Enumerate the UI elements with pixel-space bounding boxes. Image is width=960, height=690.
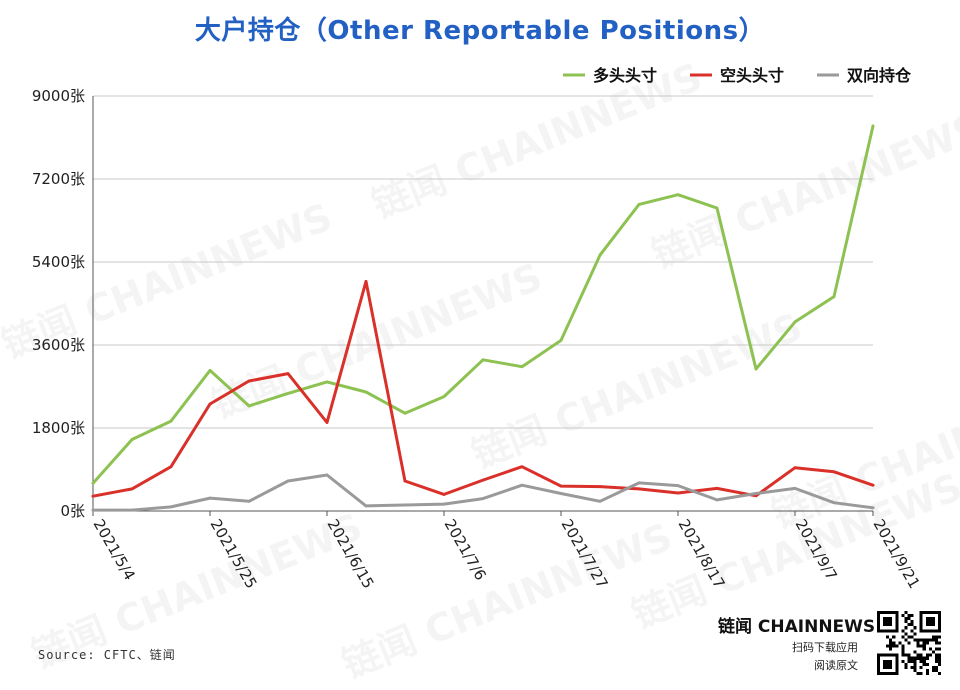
data-point: [169, 465, 173, 469]
data-point: [130, 508, 134, 512]
source-note: Source: CFTC、链闻: [38, 648, 176, 662]
data-point: [442, 493, 446, 496]
data-point: [754, 492, 758, 495]
y-tick-label: 3600张: [32, 336, 85, 354]
data-point: [91, 494, 95, 498]
data-point: [559, 338, 563, 342]
data-point: [91, 481, 95, 485]
legend-item-long: 多头头寸: [563, 66, 657, 85]
x-tick-label: 2021/8/17: [675, 516, 729, 592]
data-point: [247, 499, 251, 503]
data-point: [676, 484, 680, 488]
data-point: [793, 320, 797, 324]
legend-label: 空头头寸: [720, 66, 784, 85]
data-point: [871, 483, 875, 487]
data-point: [403, 479, 407, 483]
y-tick-label: 9000张: [32, 87, 85, 105]
data-point: [169, 505, 173, 509]
data-point: [364, 504, 368, 508]
y-tick-label: 5400张: [32, 253, 85, 271]
data-point: [403, 503, 407, 507]
data-point: [325, 473, 329, 477]
series-line-short: [91, 279, 875, 498]
x-tick-label: 2021/5/25: [207, 516, 261, 592]
data-point: [637, 487, 641, 491]
x-tick-label: 2021/5/4: [90, 516, 139, 583]
data-point: [364, 390, 368, 394]
series-line-long: [91, 124, 875, 485]
data-point: [832, 295, 836, 298]
data-point: [130, 438, 134, 441]
data-point: [598, 253, 602, 257]
y-tick-label: 7200张: [32, 170, 85, 188]
legend-item-spread: 双向持仓: [817, 66, 912, 85]
legend-label: 多头头寸: [593, 66, 657, 85]
data-point: [520, 365, 524, 369]
data-point: [832, 501, 836, 505]
data-point: [598, 499, 602, 503]
data-point: [676, 491, 680, 495]
data-point: [130, 487, 134, 491]
data-point: [793, 487, 797, 490]
data-point: [208, 496, 212, 500]
data-point: [325, 380, 329, 384]
brand-read-text: 阅读原文: [814, 659, 858, 672]
data-point: [598, 485, 602, 488]
data-point: [832, 470, 836, 474]
brand-download-text: 扫码下载应用: [792, 641, 858, 654]
y-tick-label: 1800张: [32, 419, 85, 437]
data-point: [871, 124, 875, 128]
data-point: [520, 465, 524, 469]
brand-name: 链闻 CHAINNEWS: [718, 617, 876, 637]
data-point: [559, 484, 563, 488]
data-point: [793, 466, 797, 470]
legend-item-short: 空头头寸: [690, 66, 784, 85]
data-point: [715, 206, 719, 210]
x-tick-label: 2021/9/7: [792, 516, 841, 583]
data-point: [208, 368, 212, 372]
data-point: [442, 395, 446, 399]
data-point: [247, 379, 251, 383]
data-point: [754, 367, 758, 371]
data-point: [715, 498, 719, 502]
data-point: [637, 481, 641, 485]
data-point: [286, 479, 290, 483]
data-point: [247, 404, 251, 408]
data-point: [676, 193, 680, 197]
legend-label: 双向持仓: [847, 66, 912, 85]
y-tick-label: 0张: [60, 502, 85, 520]
x-tick-label: 2021/6/15: [324, 516, 378, 592]
data-point: [559, 492, 563, 495]
x-tick-label: 2021/7/27: [558, 516, 612, 592]
data-point: [442, 502, 446, 506]
chart-title: 大户持仓（Other Reportable Positions）: [194, 16, 766, 46]
data-point: [403, 411, 407, 415]
data-point: [520, 483, 524, 487]
x-tick-label: 2021/7/6: [441, 516, 490, 583]
data-point: [364, 279, 368, 283]
data-point: [208, 402, 212, 406]
data-point: [481, 497, 485, 500]
qr-code-icon[interactable]: [877, 611, 941, 675]
brand-block: 链闻 CHAINNEWS 扫码下载应用 阅读原文: [718, 612, 876, 673]
x-tick-label: 2021/9/21: [870, 516, 924, 592]
data-point: [715, 487, 719, 490]
data-point: [481, 478, 485, 482]
data-point: [871, 506, 875, 510]
data-point: [481, 358, 485, 362]
data-point: [286, 392, 290, 395]
data-point: [325, 421, 329, 424]
data-point: [286, 372, 290, 375]
data-point: [169, 419, 173, 423]
data-point: [91, 508, 95, 512]
data-point: [637, 202, 641, 206]
